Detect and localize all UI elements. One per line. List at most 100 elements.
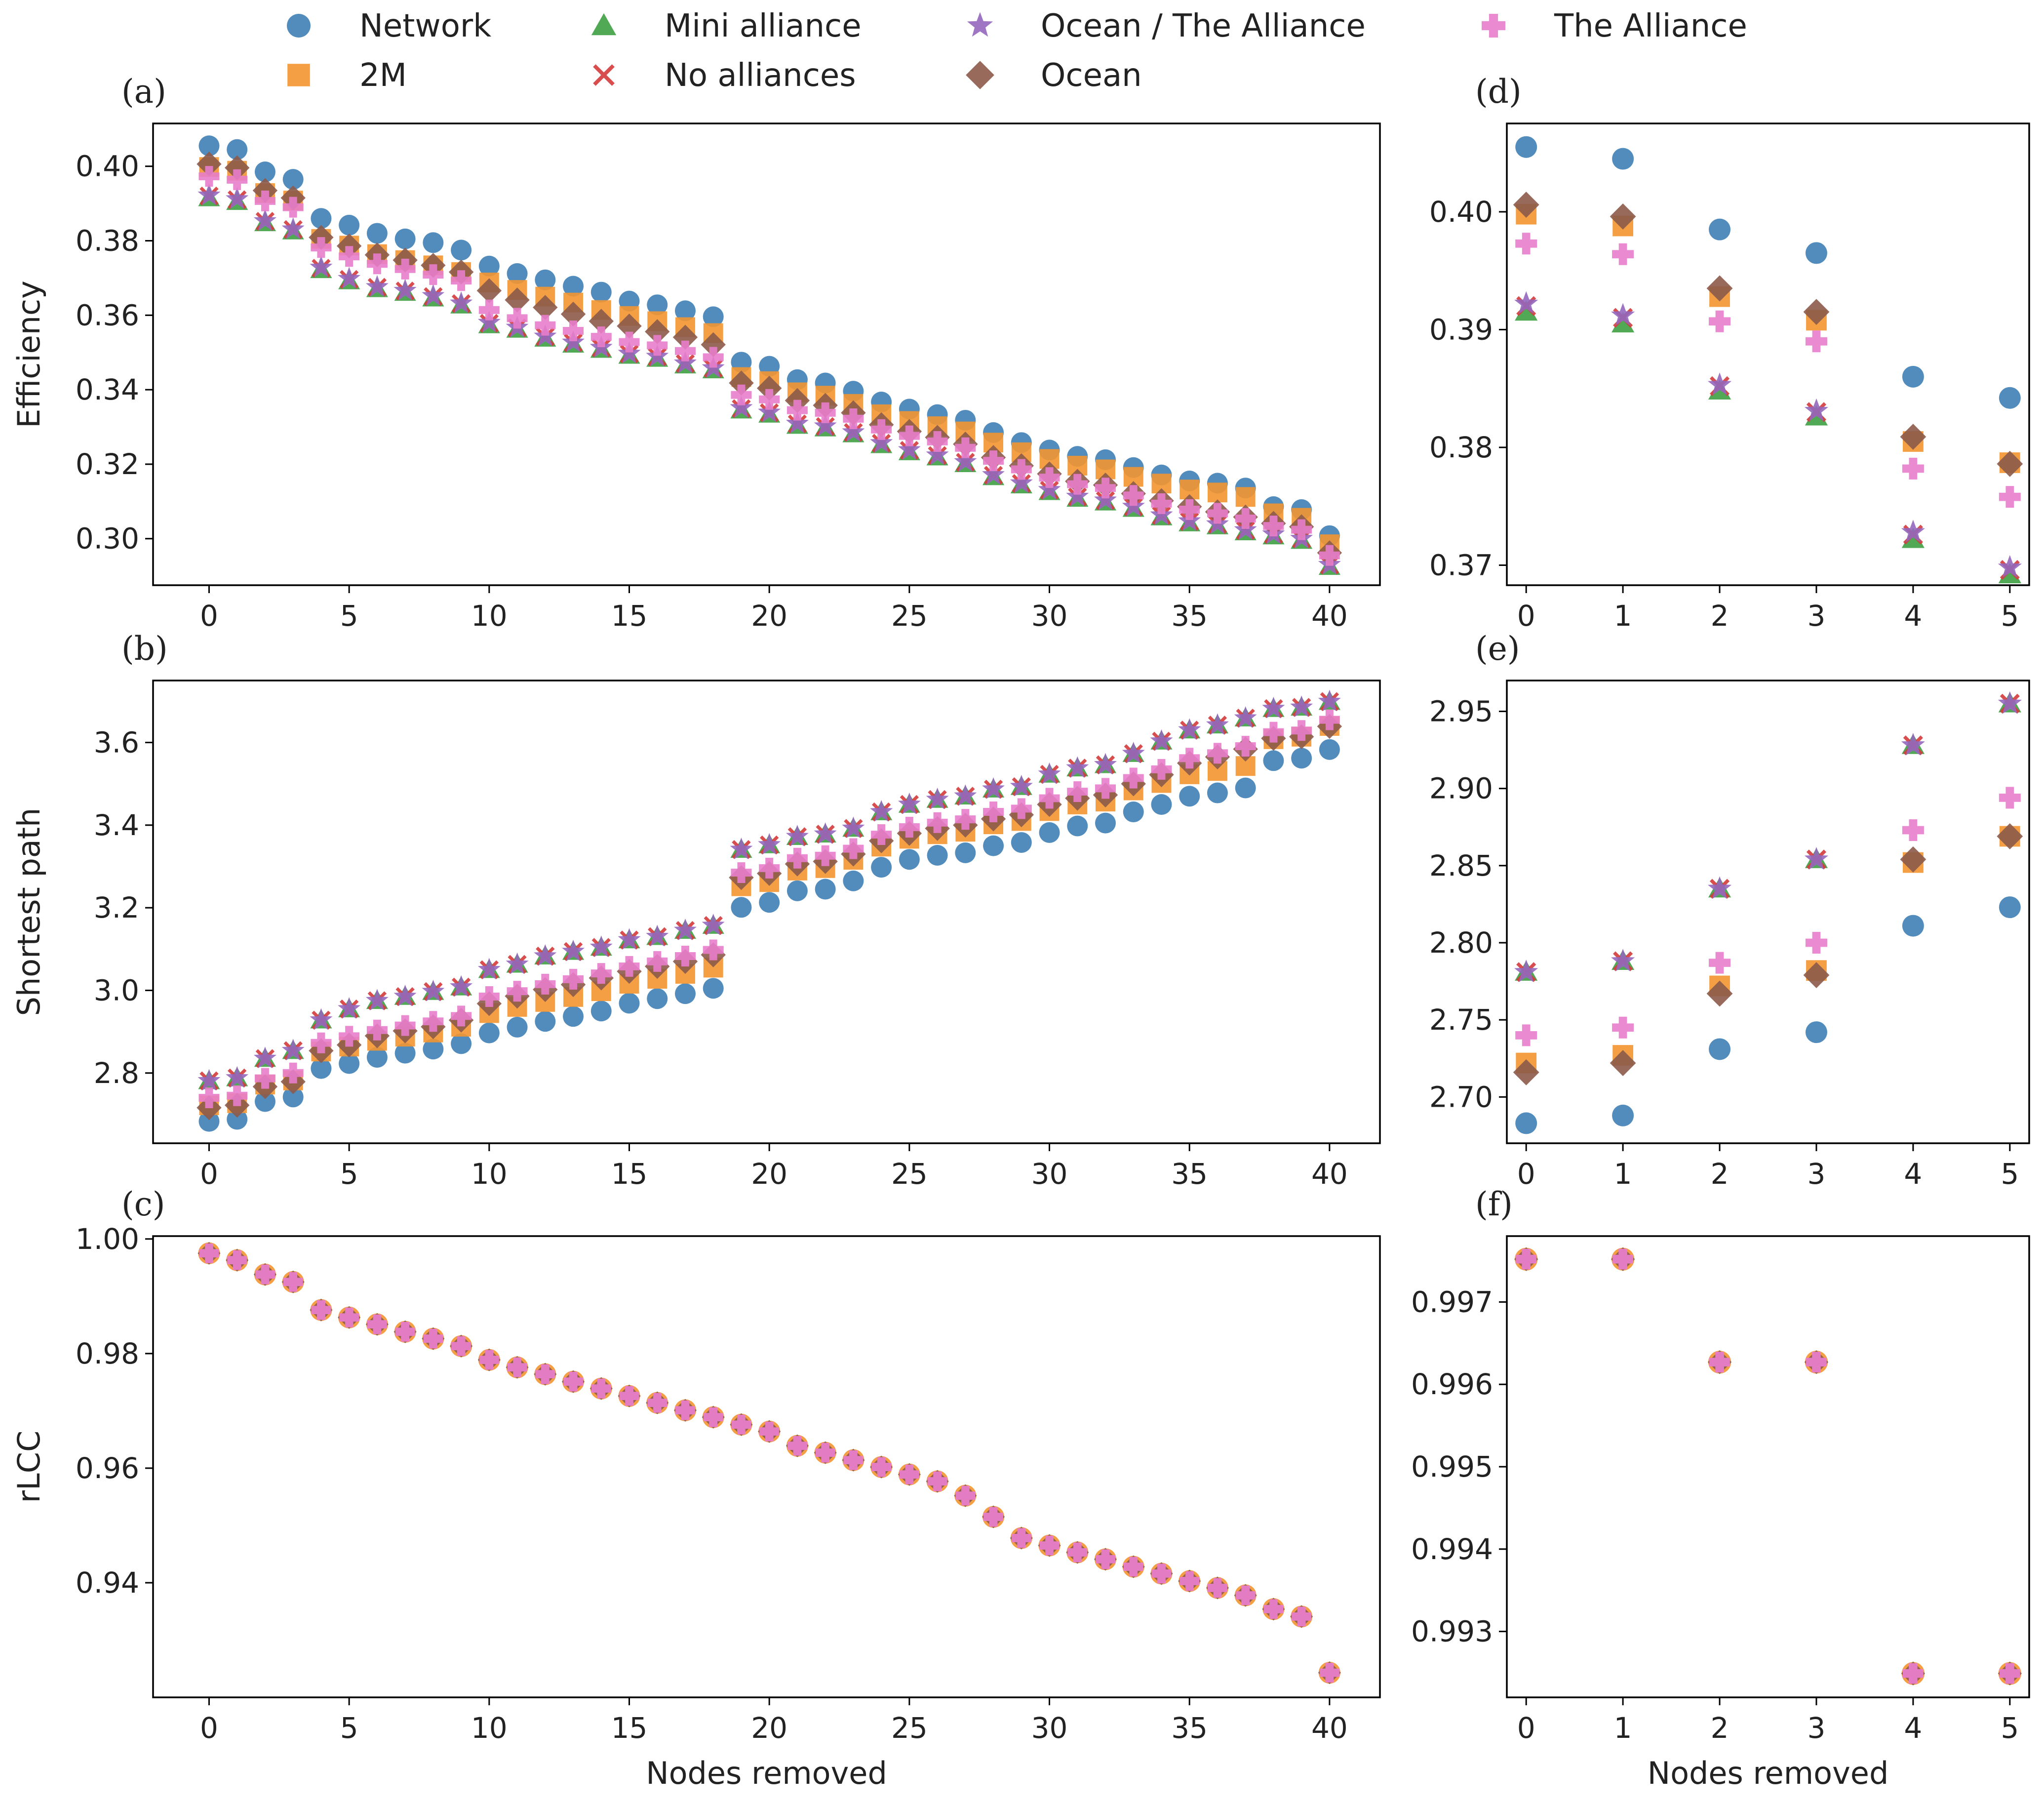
point-all-strategies-layer [1292,1606,1312,1627]
point-ocean-the-alliance [1611,949,1635,971]
point-ocean [197,151,222,177]
point-the-alliance [1011,459,1032,480]
point-network [1515,136,1537,158]
point-ocean-the-alliance [786,411,809,434]
point-network [507,1016,528,1038]
point-the-alliance [198,166,220,187]
point-all-strategies-layer [1067,1542,1088,1563]
point-ocean-the-alliance [281,1039,305,1061]
x-tick-label: 40 [1311,1157,1348,1191]
data-points [197,1242,1341,1685]
point-ocean [617,313,642,339]
panel-label-e: (e) [1475,630,1520,668]
point-all-strategies [1010,1526,1033,1550]
point-all-strategies [253,1263,277,1286]
point-network [927,844,948,866]
point-network [282,1086,304,1108]
y-tick-label: 0.94 [76,1566,139,1600]
point-all-strategies [1804,1350,1829,1374]
point-ocean-the-alliance [310,255,333,278]
point-network [1805,1021,1827,1043]
legend-label-network: Network [359,8,491,44]
point-network [1999,896,2021,919]
point-2m [1207,482,1227,503]
x-tick-label: 5 [340,1157,358,1191]
series-2m [1516,203,2020,473]
point-all-strategies-layer [899,1464,919,1485]
point-the-alliance [1515,1024,1537,1046]
y-tick-label: 0.96 [76,1451,139,1485]
point-all-strategies [758,1420,781,1443]
series-network [1515,136,2021,409]
y-tick-label: 0.38 [76,224,139,258]
x-tick-label: 3 [1808,1157,1826,1191]
series-ocean [1513,192,2023,477]
point-the-alliance [786,847,808,869]
point-network [647,294,668,316]
point-ocean-the-alliance [1094,488,1117,510]
point-all-strategies [477,1348,501,1371]
point-ocean-the-alliance [814,822,837,844]
point-ocean [1513,192,1539,218]
point-the-alliance [311,237,332,258]
point-ocean-the-alliance [1262,696,1285,719]
point-all-strategies-layer [815,1443,835,1463]
point-all-strategies-layer [955,1485,976,1506]
point-ocean-the-alliance [702,914,725,935]
point-all-strategies-layer [787,1436,807,1456]
point-all-strategies [926,1470,949,1493]
point-the-alliance [339,1026,360,1047]
point-all-strategies-layer [1516,1248,1537,1270]
point-ocean-the-alliance [1038,762,1061,784]
panel-a: (a) 0 5 10 15 20 25 30 35 40 0.30 0.32 0.34 0.36 0.38 0… [11,73,1381,633]
point-network [590,1001,612,1022]
point-the-alliance [1039,467,1060,488]
point-network [311,1058,332,1079]
x-tick-label: 1 [1614,1157,1632,1191]
point-network [674,983,696,1004]
legend-marker-network [287,14,311,38]
y-tick-label: 2.8 [94,1056,139,1090]
y-tick-label: 0.995 [1411,1450,1493,1484]
x-tick-label: 15 [611,599,648,633]
x-tick-label: 0 [1517,1711,1535,1745]
point-all-strategies [814,1441,837,1464]
point-the-alliance [423,264,444,285]
point-ocean-the-alliance [254,1046,276,1068]
point-network [1263,750,1284,771]
point-network [366,223,388,244]
x-tick-label: 25 [891,1711,928,1745]
y-tick-label: 0.32 [76,447,139,481]
point-network [1999,387,2021,409]
point-the-alliance [955,437,976,458]
point-ocean-the-alliance [226,1066,249,1088]
point-the-alliance [1291,720,1312,741]
point-ocean-the-alliance [1038,478,1061,500]
y-tick-label: 3.4 [94,808,139,842]
point-network [423,232,444,253]
point-ocean-the-alliance [758,833,781,855]
series-the-alliance [198,166,1340,566]
point-all-strategies [786,1434,809,1457]
point-ocean-the-alliance [758,401,781,422]
legend-entry-no-alliances: No alliances [593,57,856,94]
point-network [703,978,724,999]
point-ocean-the-alliance [365,275,389,297]
legend-label-mini-alliance: Mini alliance [665,8,862,44]
point-the-alliance [619,331,640,353]
point-the-alliance [1067,474,1088,495]
x-tick-label: 10 [471,1711,508,1745]
point-ocean-the-alliance [618,928,641,950]
point-network [1207,782,1228,803]
x-tick-label: 3 [1808,1711,1826,1745]
point-ocean-the-alliance [1066,484,1089,507]
point-the-alliance [1039,788,1060,809]
y-tick-label: 1.00 [76,1222,139,1256]
point-ocean [225,155,250,180]
y-tick-label: 0.40 [1429,195,1493,229]
data-points [1513,691,2023,1134]
point-ocean [701,332,726,358]
point-all-strategies-layer [227,1250,247,1270]
y-tick-label: 2.85 [1429,849,1493,883]
point-network [674,300,696,321]
